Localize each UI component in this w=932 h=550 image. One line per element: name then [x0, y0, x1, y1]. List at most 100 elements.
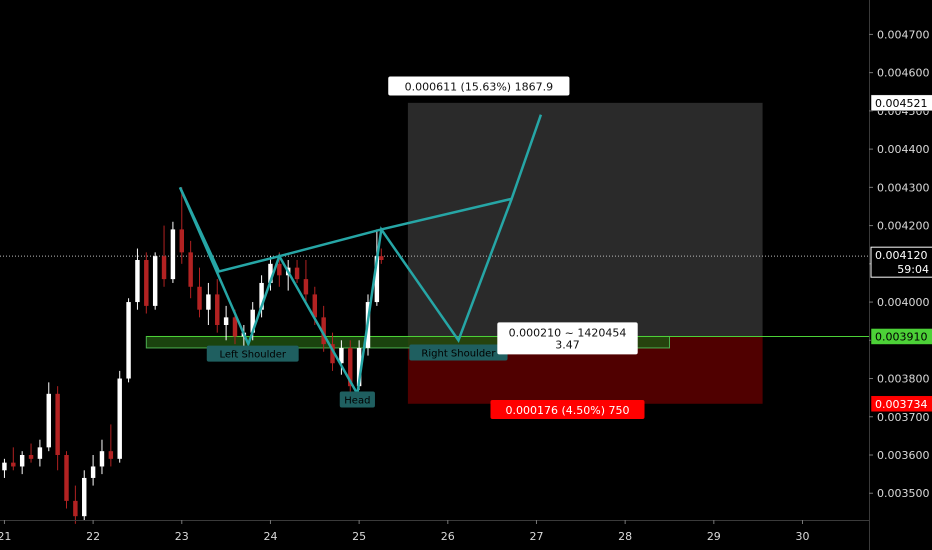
candle [303, 260, 309, 303]
candle-body [73, 500, 78, 517]
price-badge: 0.004521 [870, 94, 932, 112]
pattern-label-text: Left Shoulder [219, 350, 286, 361]
pattern-label: Left Shoulder [206, 345, 299, 362]
candle-body [356, 347, 362, 387]
y-tick-label: 0.004300 [877, 181, 930, 194]
candle-body [82, 477, 87, 517]
candle-body [348, 347, 353, 387]
pattern-line [178, 114, 543, 398]
x-tick-label: 27 [529, 530, 543, 543]
x-tick-label: 26 [441, 530, 455, 543]
candle-body [197, 286, 202, 310]
info-box-text: 0.000176 (4.50%) 750 [506, 404, 630, 417]
candle-body [223, 317, 229, 325]
candle-body [135, 260, 140, 303]
candle [126, 298, 131, 383]
y-tick-label: 0.003800 [877, 373, 930, 386]
candle [348, 340, 353, 394]
info-box: 0.000611 (15.63%) 1867.9 [388, 76, 570, 96]
candle [46, 382, 51, 452]
candle-body [108, 451, 114, 459]
candle-body [64, 455, 69, 501]
pattern-label-bg [339, 391, 375, 408]
candle-body [259, 282, 264, 310]
y-tick-label: 0.004000 [877, 296, 930, 309]
price-badge-bg [870, 94, 932, 112]
price-badge-text: 0.003910 [875, 330, 928, 343]
candle-body [188, 252, 193, 287]
candle [179, 187, 184, 264]
pattern-label-bg [409, 344, 508, 361]
price-badge-bg [870, 395, 932, 413]
y-tick-label: 0.004400 [877, 143, 930, 156]
candle [223, 305, 229, 341]
y-tick-label: 0.003500 [877, 487, 930, 500]
info-box-text: 0.000210 ~ 1420454 [509, 326, 627, 339]
candle-body [179, 229, 184, 253]
candle [19, 451, 25, 475]
candle-body [206, 294, 211, 310]
candle-body [268, 263, 273, 283]
candle [28, 443, 34, 463]
price-badge-text: 0.003734 [875, 398, 928, 411]
candle-body [277, 263, 282, 276]
x-tick-label: 23 [175, 530, 189, 543]
x-tick-label: 28 [618, 530, 632, 543]
candle [206, 282, 211, 325]
candle [152, 252, 158, 310]
info-box-bg [388, 76, 570, 96]
info-box: 0.000176 (4.50%) 750 [490, 400, 645, 419]
candle [37, 439, 43, 467]
info-box-text: 3.47 [555, 338, 580, 351]
candle-body [37, 447, 43, 459]
candle [2, 458, 7, 478]
candle [82, 470, 87, 520]
candle-body [117, 378, 122, 459]
candle [379, 248, 384, 264]
candle [321, 305, 326, 352]
candle [144, 252, 149, 314]
x-tick-label: 22 [86, 530, 100, 543]
candle-body [55, 393, 60, 455]
current-price-badge-bg [870, 246, 932, 278]
candle [135, 248, 140, 310]
pattern-label-text: Right Shoulder [421, 349, 496, 360]
info-box-text: 0.000611 (15.63%) 1867.9 [405, 81, 554, 94]
y-tick-label: 0.003600 [877, 449, 930, 462]
pattern-label-bg [206, 345, 299, 362]
y-tick-label: 0.004600 [877, 67, 930, 80]
candle [294, 260, 300, 283]
candle [11, 447, 16, 471]
price-badge: 0.003734 [870, 395, 932, 413]
x-tick-label: 21 [0, 530, 11, 543]
price-badge-bg [870, 328, 932, 345]
y-tick-label: 0.004700 [877, 28, 930, 41]
pattern-label: Right Shoulder [409, 344, 508, 361]
candle-body [374, 256, 380, 303]
pattern-label-text: Head [344, 396, 370, 407]
candle-body [28, 455, 34, 459]
candle [215, 279, 220, 333]
candle-body [90, 466, 96, 478]
candle [259, 275, 264, 318]
candle-body [152, 256, 158, 306]
candle [64, 451, 69, 509]
candle [197, 267, 202, 318]
candle-body [330, 344, 335, 364]
candle [73, 485, 78, 524]
candle-body [126, 302, 131, 379]
candle [108, 424, 114, 467]
y-tick-label: 0.004200 [877, 220, 930, 233]
price-badge-text: 0.004521 [875, 97, 928, 110]
candle [90, 455, 96, 486]
candle [170, 221, 176, 283]
candle [161, 225, 167, 287]
candle-body [215, 294, 220, 325]
x-tick-label: 25 [352, 530, 366, 543]
candle-body [379, 256, 384, 260]
candle-body [232, 317, 238, 337]
pattern-label: Head [339, 391, 375, 408]
candle-body [321, 317, 326, 345]
